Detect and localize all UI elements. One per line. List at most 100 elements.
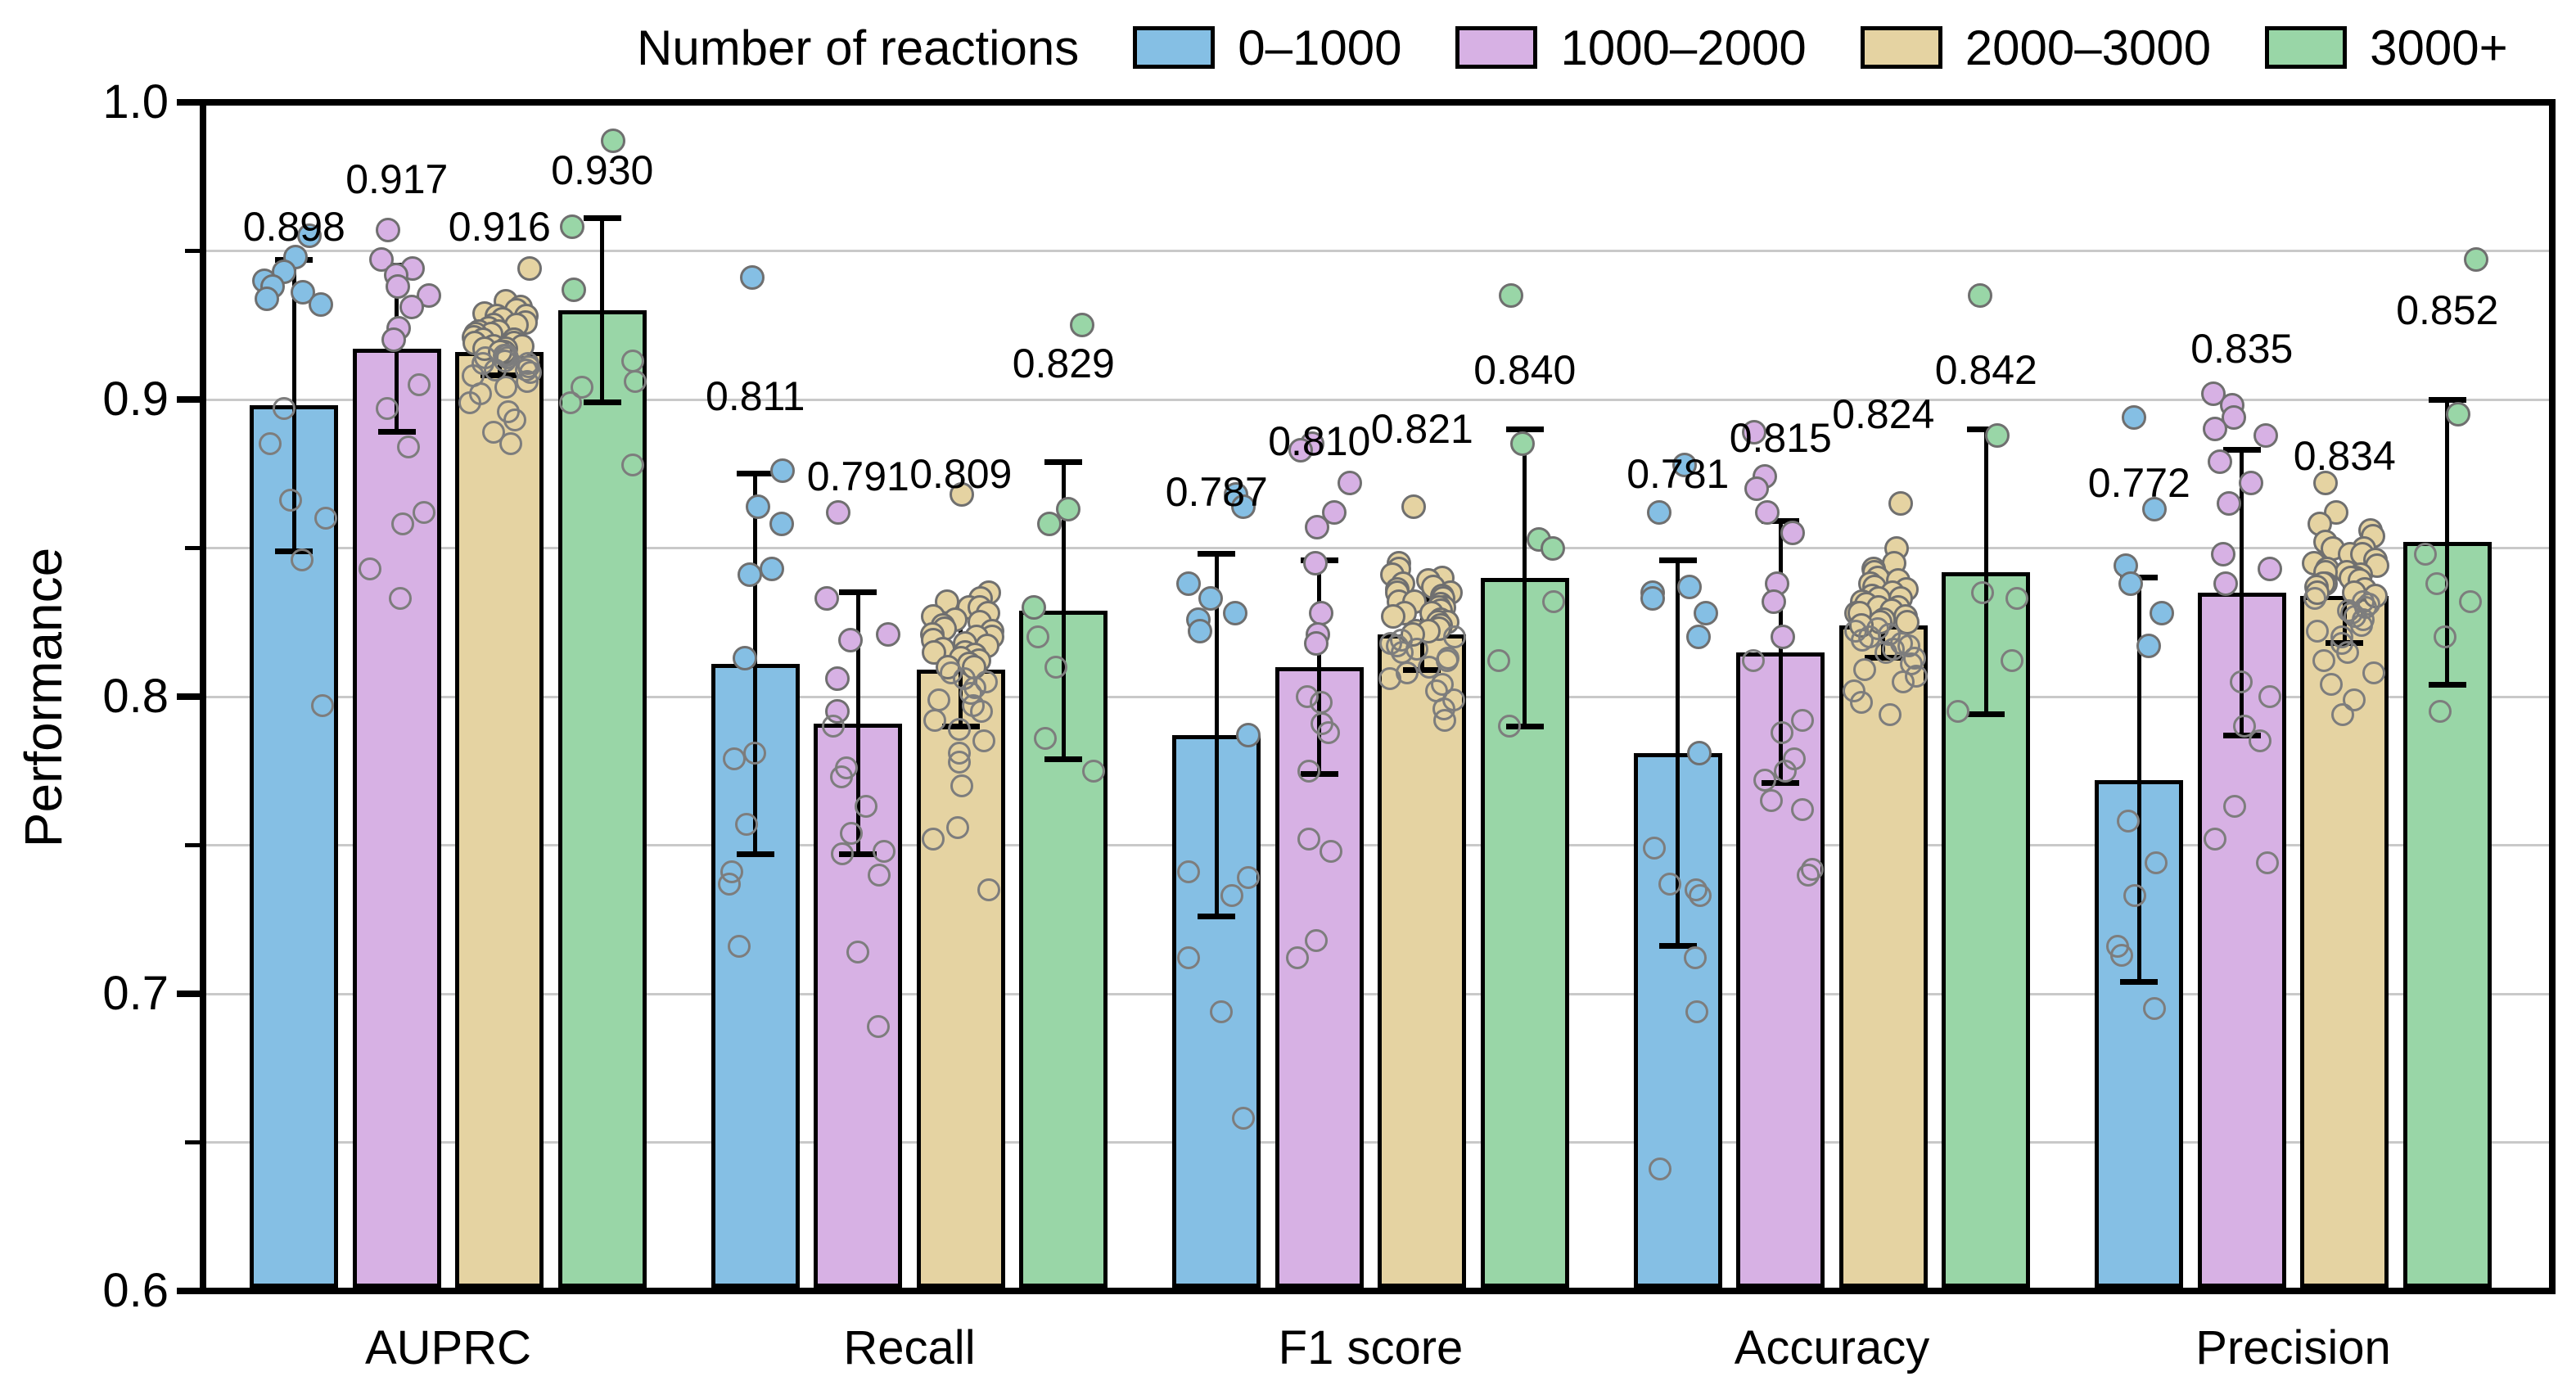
scatter-point	[1297, 828, 1320, 851]
y-tick-label: 0.7	[102, 967, 169, 1020]
scatter-point	[1771, 720, 1794, 744]
scatter-point	[1753, 768, 1777, 792]
scatter-point	[1541, 589, 1565, 613]
y-minor-tick	[185, 1140, 200, 1144]
scatter-point	[1755, 499, 1780, 525]
gridline	[206, 547, 2549, 549]
legend-label: 3000+	[2370, 20, 2508, 75]
category-label: AUPRC	[364, 1321, 532, 1374]
scatter-point	[1198, 586, 1224, 612]
bar	[455, 351, 544, 1288]
gridline	[206, 250, 2549, 252]
error-bar-line	[1983, 429, 1988, 715]
bar-value-label: 0.829	[1012, 341, 1115, 387]
scatter-point	[740, 265, 765, 291]
scatter-point	[2110, 943, 2134, 967]
error-bar-cap-top	[1762, 518, 1800, 525]
scatter-point	[2238, 470, 2263, 495]
scatter-point	[623, 370, 647, 394]
scatter-point	[571, 376, 594, 399]
scatter-point	[732, 645, 757, 670]
scatter-point	[830, 765, 854, 788]
scatter-point	[559, 214, 584, 240]
error-bar-cap-top	[1505, 426, 1544, 432]
error-bar-line	[1061, 462, 1066, 760]
scatter-point	[2223, 795, 2247, 819]
bar-value-label: 0.791	[806, 454, 909, 500]
scatter-point	[1044, 655, 1068, 679]
scatter-point	[314, 507, 337, 530]
error-bar-cap-bottom	[377, 429, 416, 436]
y-tick-label: 1.0	[102, 75, 169, 129]
y-minor-tick	[185, 249, 200, 253]
scatter-point	[1305, 515, 1330, 540]
scatter-point	[2145, 851, 2168, 875]
scatter-point	[1209, 1000, 1233, 1023]
scatter-point	[1417, 655, 1441, 679]
legend-item: 3000+	[2265, 20, 2508, 76]
scatter-point	[1851, 629, 1874, 652]
legend-swatch	[1455, 26, 1538, 69]
gridline	[206, 844, 2549, 846]
scatter-point	[2005, 587, 2029, 611]
legend-label: 1000–2000	[1560, 20, 1807, 75]
scatter-point	[977, 878, 1000, 901]
scatter-point	[503, 408, 527, 432]
scatter-point	[1797, 863, 1820, 887]
scatter-point	[562, 277, 587, 302]
scatter-point	[2362, 661, 2385, 684]
category-label: Precision	[2195, 1321, 2391, 1374]
scatter-point	[1658, 872, 1682, 896]
legend-title: Number of reactions	[637, 20, 1080, 75]
scatter-point	[2203, 828, 2226, 851]
scatter-point	[385, 274, 410, 300]
scatter-point	[254, 286, 279, 311]
scatter-point	[1760, 789, 1784, 813]
gridline	[206, 992, 2549, 995]
scatter-point	[947, 750, 971, 774]
error-bar-line	[2240, 449, 2244, 736]
scatter-point	[2210, 541, 2235, 566]
scatter-point	[1780, 521, 1805, 546]
scatter-point	[814, 586, 839, 612]
scatter-point	[1036, 512, 1062, 537]
scatter-point	[1069, 313, 1094, 338]
scatter-point	[950, 482, 975, 508]
y-major-tick	[177, 693, 200, 700]
scatter-point	[1774, 759, 1798, 783]
scatter-point	[947, 717, 971, 741]
scatter-point	[1337, 470, 1362, 495]
scatter-point	[1742, 649, 1766, 673]
scatter-point	[1033, 726, 1057, 750]
error-bar-cap-top	[2428, 396, 2466, 403]
scatter-point	[2343, 688, 2366, 711]
scatter-point	[2330, 702, 2354, 726]
scatter-point	[822, 715, 846, 738]
bar-value-label: 0.772	[2087, 459, 2190, 506]
scatter-point	[310, 693, 334, 717]
bar-value-label: 0.917	[345, 156, 449, 203]
bar-value-label: 0.916	[448, 204, 551, 250]
bar-value-label: 0.840	[1473, 346, 1577, 393]
y-tick-label: 0.8	[102, 670, 169, 723]
scatter-point	[483, 358, 507, 381]
scatter-point	[499, 432, 522, 456]
scatter-point	[867, 863, 891, 887]
scatter-point	[970, 700, 994, 724]
bar	[1942, 571, 2031, 1288]
scatter-point	[1223, 601, 1248, 626]
scatter-point	[1188, 619, 1213, 644]
scatter-point	[1879, 702, 1902, 726]
scatter-point	[1176, 571, 1202, 597]
scatter-point	[620, 349, 644, 372]
axis-spine-bottom	[200, 1288, 2556, 1294]
axis-spine-left	[200, 99, 206, 1294]
legend: Number of reactions 0–1000 1000–2000 2000–…	[637, 8, 2508, 87]
error-bar-cap-bottom	[2120, 978, 2159, 985]
scatter-point	[1236, 866, 1260, 890]
scatter-point	[1231, 494, 1256, 519]
scatter-point	[1288, 437, 1314, 463]
scatter-point	[746, 494, 771, 519]
scatter-point	[1022, 595, 1047, 621]
scatter-point	[1303, 550, 1329, 575]
